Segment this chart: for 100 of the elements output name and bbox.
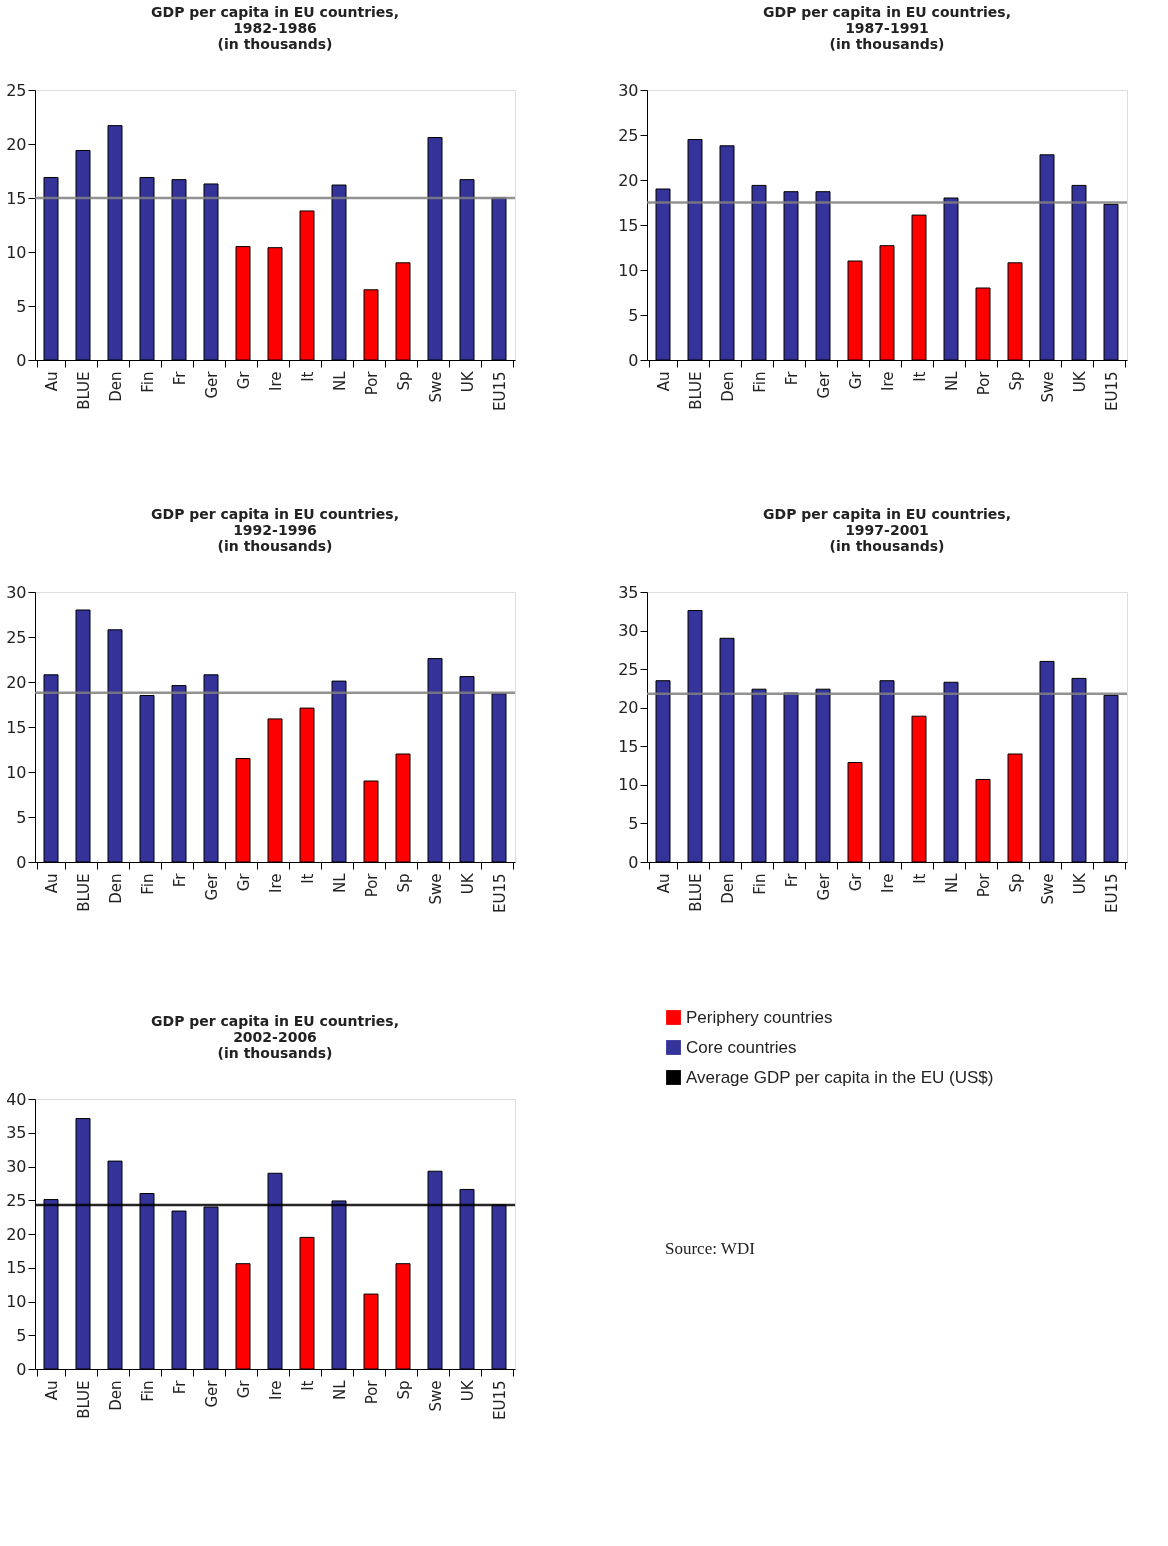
x-tick-label: Au [42, 873, 61, 894]
x-tick-label: Gr [234, 370, 253, 390]
x-tick-label: Fr [782, 370, 801, 386]
x-tick-label: It [910, 371, 929, 382]
x-tick-label: Ger [814, 872, 833, 901]
x-tick-label: EU15 [1102, 371, 1121, 412]
y-tick-label: 10 [6, 1292, 27, 1311]
x-tick-label: It [910, 873, 929, 884]
chart-title: GDP per capita in EU countries, 2002-2006 (in thousands) [151, 1013, 399, 1061]
x-tick-label: Ger [814, 370, 833, 399]
y-tick-label: 0 [628, 350, 639, 370]
x-tick-label: Fr [170, 872, 189, 888]
y-tick-label: 10 [6, 762, 27, 782]
x-tick-label: Au [654, 873, 673, 894]
y-tick-label: 0 [16, 852, 27, 872]
y-tick-label: 30 [6, 582, 27, 602]
x-tick-label: Ger [202, 872, 221, 901]
y-tick-label: 25 [618, 125, 639, 145]
x-tick-label: Por [974, 872, 993, 898]
y-tick-label: 25 [618, 659, 639, 679]
y-tick-label: 40 [6, 1089, 27, 1109]
x-tick-label: BLUE [74, 371, 93, 410]
y-tick-label: 25 [6, 1190, 27, 1210]
x-tick-label: Por [362, 872, 381, 898]
y-tick-label: 30 [618, 621, 639, 641]
x-tick-label: It [298, 873, 317, 884]
y-tick-label: 30 [618, 80, 639, 100]
chart-title: GDP per capita in EU countries, 1987-1991 (in thousands) [763, 4, 1011, 52]
x-tick-label: Au [654, 371, 673, 392]
x-tick-label: NL [330, 872, 349, 894]
y-tick-label: 10 [618, 260, 639, 280]
y-tick-label: 0 [628, 852, 639, 872]
x-tick-label: UK [1070, 370, 1089, 393]
x-tick-label: BLUE [74, 1380, 93, 1419]
x-tick-label: Sp [1006, 371, 1025, 391]
x-tick-label: Swe [426, 1380, 445, 1412]
x-tick-label: NL [942, 370, 961, 392]
y-tick-label: 25 [6, 80, 27, 100]
x-tick-label: Den [106, 1380, 125, 1411]
y-tick-label: 35 [618, 582, 639, 602]
x-tick-label: UK [458, 370, 477, 393]
x-tick-label: Ire [266, 371, 285, 391]
x-tick-label: UK [1070, 872, 1089, 895]
y-tick-label: 25 [6, 627, 27, 647]
x-tick-label: UK [458, 1379, 477, 1402]
x-tick-label: BLUE [686, 873, 705, 912]
x-tick-label: Ger [202, 370, 221, 399]
x-tick-label: Fr [170, 1379, 189, 1395]
y-tick-label: 15 [6, 188, 27, 208]
x-tick-label: Ger [202, 1379, 221, 1408]
x-tick-label: EU15 [490, 371, 509, 412]
x-tick-label: Sp [1006, 873, 1025, 893]
x-tick-label: Fr [782, 872, 801, 888]
y-tick-label: 5 [16, 807, 27, 827]
x-tick-label: NL [330, 1379, 349, 1401]
x-tick-label: Ire [266, 873, 285, 893]
x-tick-label: Sp [394, 371, 413, 391]
x-tick-label: Fin [138, 371, 157, 393]
y-tick-label: 35 [6, 1123, 27, 1143]
x-tick-label: It [298, 1380, 317, 1391]
chart-title: GDP per capita in EU countries, 1982-1986 (in thousands) [151, 4, 399, 52]
y-tick-label: 5 [16, 296, 27, 316]
x-tick-label: Fr [170, 370, 189, 386]
x-tick-label: Sp [394, 873, 413, 893]
x-tick-label: Den [718, 873, 737, 904]
x-tick-label: Ire [878, 371, 897, 391]
y-tick-label: 20 [618, 170, 639, 190]
x-tick-label: Fin [138, 873, 157, 895]
x-tick-label: Fin [750, 873, 769, 895]
x-tick-label: Gr [846, 370, 865, 390]
x-tick-label: Den [718, 371, 737, 402]
y-tick-label: 20 [6, 134, 27, 154]
y-tick-label: 10 [618, 775, 639, 795]
x-tick-label: Den [106, 873, 125, 904]
x-tick-label: EU15 [490, 873, 509, 914]
x-tick-label: BLUE [74, 873, 93, 912]
y-tick-label: 5 [628, 813, 639, 833]
x-tick-label: Den [106, 371, 125, 402]
source-note: Source: WDI [665, 1239, 756, 1258]
x-tick-label: Gr [234, 1379, 253, 1399]
y-tick-label: 15 [6, 1258, 27, 1278]
x-tick-label: Ire [878, 873, 897, 893]
x-tick-label: Swe [1038, 371, 1057, 403]
y-tick-label: 15 [6, 717, 27, 737]
x-tick-label: Por [362, 370, 381, 396]
y-tick-label: 10 [6, 242, 27, 262]
x-tick-label: It [298, 371, 317, 382]
x-tick-label: Por [362, 1379, 381, 1405]
x-tick-label: Fin [750, 371, 769, 393]
x-tick-label: BLUE [686, 371, 705, 410]
y-tick-label: 30 [6, 1157, 27, 1176]
x-tick-label: UK [458, 872, 477, 895]
x-tick-label: Sp [394, 1380, 413, 1400]
legend-label: Average GDP per capita in the EU (US$) [686, 1067, 994, 1087]
y-tick-label: 20 [6, 1224, 27, 1244]
y-tick-label: 0 [16, 350, 27, 370]
x-tick-label: Ire [266, 1380, 285, 1400]
y-tick-label: 5 [628, 305, 639, 325]
x-tick-label: Swe [426, 371, 445, 403]
x-tick-label: Swe [1038, 873, 1057, 905]
